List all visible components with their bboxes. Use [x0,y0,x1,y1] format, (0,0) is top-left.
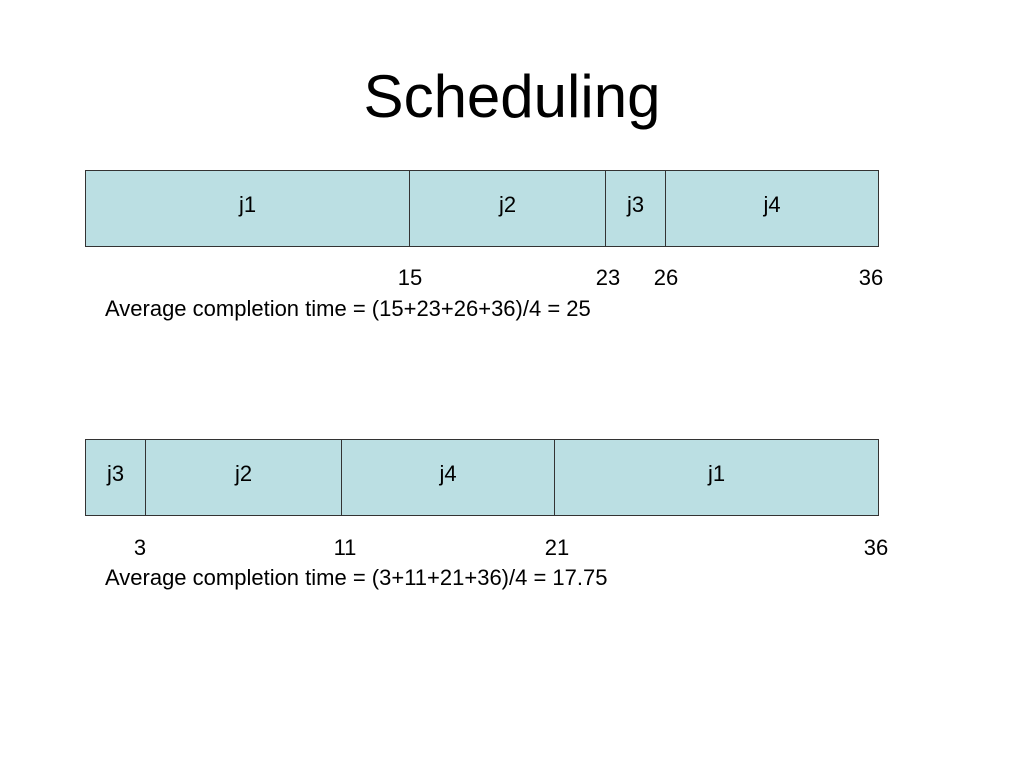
job-block: j4 [665,170,879,247]
completion-tick: 11 [333,535,357,560]
completion-tick: 23 [595,265,621,290]
job-label: j1 [707,460,726,486]
job-label: j4 [439,460,457,486]
slide-title: Scheduling [363,63,661,130]
job-block: j3 [605,170,666,247]
job-block: j1 [85,170,410,247]
job-label: j3 [106,460,125,486]
gantt-chart-schedule-1: j1 j2 j3 j4 [85,170,879,247]
completion-tick: 26 [653,265,679,290]
completion-tick: 15 [397,265,423,290]
completion-tick: 36 [863,535,889,560]
completion-tick: 3 [133,535,147,560]
average-completion-summary: Average completion time = (15+23+26+36)/… [105,296,591,321]
job-label: j4 [763,191,781,217]
job-block: j3 [85,439,146,516]
job-label: j1 [238,191,257,217]
job-block: j4 [341,439,555,516]
job-label: j2 [498,191,517,217]
average-completion-summary: Average completion time = (3+11+21+36)/4… [105,565,608,590]
completion-tick: 21 [544,535,570,560]
job-block: j1 [554,439,879,516]
completion-tick: 36 [858,265,884,290]
job-label: j3 [626,191,645,217]
job-block: j2 [409,170,606,247]
job-block: j2 [145,439,342,516]
job-label: j2 [234,460,253,486]
gantt-chart-schedule-2: j3 j2 j4 j1 [85,439,879,516]
